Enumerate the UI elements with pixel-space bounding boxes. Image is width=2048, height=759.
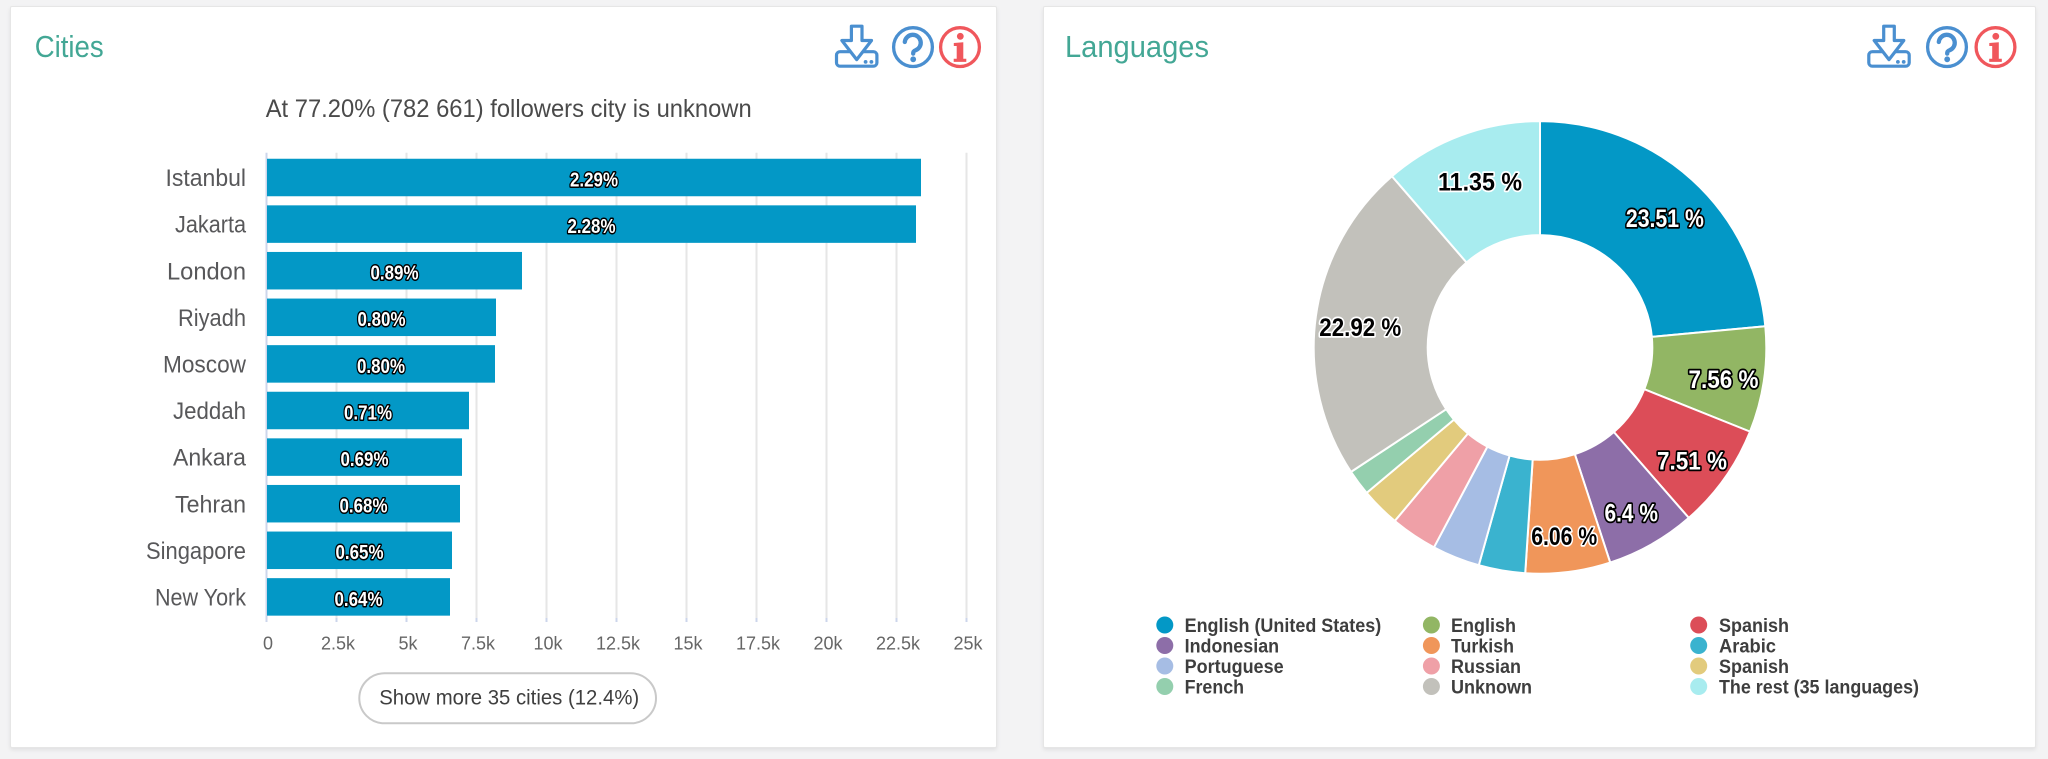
svg-text:10k: 10k	[533, 633, 563, 653]
svg-text:11.35 %: 11.35 %	[1438, 169, 1522, 197]
svg-text:Tehran: Tehran	[175, 491, 246, 518]
svg-text:Jeddah: Jeddah	[173, 398, 246, 425]
svg-text:English (United States): English (United States)	[1185, 616, 1382, 637]
svg-text:London: London	[167, 258, 246, 285]
svg-text:22.5k: 22.5k	[876, 633, 921, 653]
svg-text:Ankara: Ankara	[173, 445, 247, 472]
svg-text:Arabic: Arabic	[1719, 636, 1776, 657]
svg-text:2.5k: 2.5k	[321, 633, 356, 653]
svg-text:The rest (35 languages): The rest (35 languages)	[1719, 677, 1919, 698]
svg-text:Portuguese: Portuguese	[1185, 657, 1284, 678]
svg-text:English: English	[1451, 616, 1516, 637]
svg-text:0.71%: 0.71%	[344, 401, 392, 424]
svg-text:7.51 %: 7.51 %	[1657, 448, 1727, 476]
svg-text:0.69%: 0.69%	[341, 448, 389, 471]
svg-text:12.5k: 12.5k	[596, 633, 641, 653]
svg-text:Unknown: Unknown	[1451, 677, 1532, 698]
svg-text:6.06 %: 6.06 %	[1531, 523, 1597, 551]
svg-text:6.4 %: 6.4 %	[1604, 500, 1658, 528]
svg-text:0: 0	[263, 633, 273, 653]
svg-text:0.80%: 0.80%	[358, 308, 406, 331]
svg-text:2.29%: 2.29%	[570, 168, 618, 191]
svg-text:Istanbul: Istanbul	[166, 165, 247, 192]
svg-text:French: French	[1185, 677, 1245, 698]
svg-text:20k: 20k	[813, 633, 843, 653]
svg-text:17.5k: 17.5k	[736, 633, 781, 653]
svg-text:0.64%: 0.64%	[335, 588, 383, 611]
svg-text:Languages: Languages	[1065, 30, 1209, 64]
svg-text:Russian: Russian	[1451, 657, 1521, 678]
svg-text:At 77.20% (782 661) followers: At 77.20% (782 661) followers city is un…	[266, 95, 752, 123]
svg-text:22.92 %: 22.92 %	[1319, 314, 1401, 342]
svg-text:15k: 15k	[673, 633, 703, 653]
svg-text:Spanish: Spanish	[1719, 616, 1789, 637]
svg-text:Singapore: Singapore	[146, 538, 246, 565]
svg-text:0.68%: 0.68%	[340, 495, 388, 518]
svg-text:0.89%: 0.89%	[371, 262, 419, 285]
svg-text:Spanish: Spanish	[1719, 657, 1789, 678]
svg-text:23.51 %: 23.51 %	[1626, 205, 1704, 233]
svg-text:Jakarta: Jakarta	[175, 212, 247, 239]
svg-text:New York: New York	[155, 585, 247, 612]
svg-text:5k: 5k	[398, 633, 418, 653]
svg-text:Show more 35 cities (12.4%): Show more 35 cities (12.4%)	[379, 686, 639, 710]
svg-text:7.5k: 7.5k	[461, 633, 496, 653]
svg-text:25k: 25k	[953, 633, 983, 653]
svg-text:Indonesian: Indonesian	[1185, 636, 1280, 657]
svg-text:0.80%: 0.80%	[357, 355, 405, 378]
svg-text:Cities: Cities	[35, 30, 104, 64]
svg-text:2.28%: 2.28%	[568, 215, 616, 238]
svg-text:Riyadh: Riyadh	[178, 305, 246, 332]
svg-text:Moscow: Moscow	[163, 352, 247, 379]
svg-text:Turkish: Turkish	[1451, 636, 1514, 657]
svg-text:7.56 %: 7.56 %	[1689, 366, 1759, 394]
svg-text:0.65%: 0.65%	[336, 541, 384, 564]
